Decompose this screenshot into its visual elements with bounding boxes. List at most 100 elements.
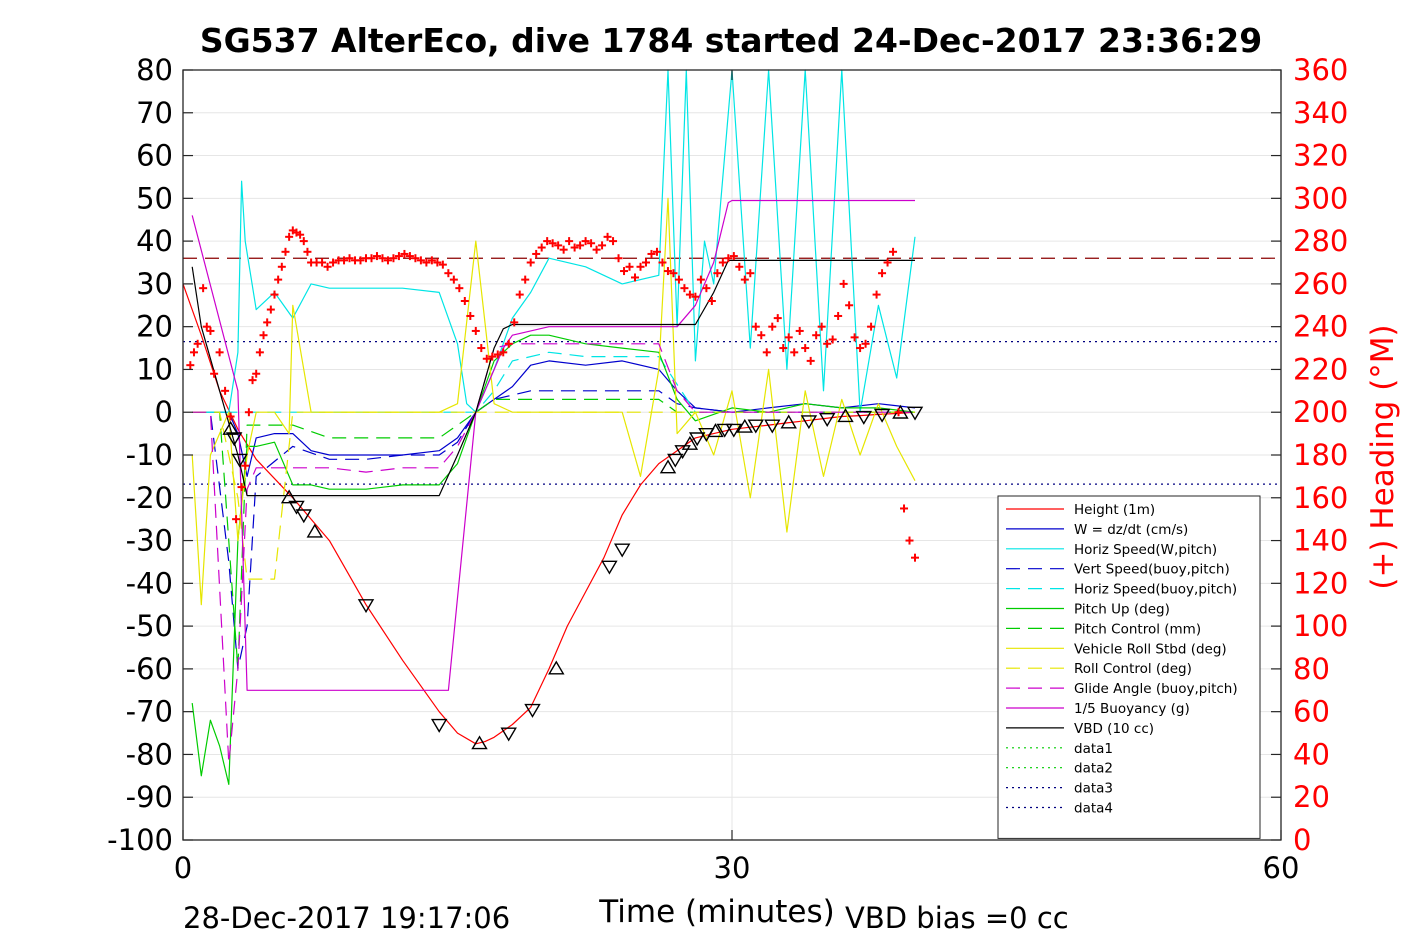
heading-point	[400, 249, 409, 258]
heading-point	[905, 536, 914, 545]
legend-label: Pitch Control (mm)	[1074, 621, 1201, 637]
y-tick-label: 10	[136, 352, 173, 386]
y2-tick-label: 120	[1293, 566, 1348, 600]
heading-point	[285, 232, 294, 241]
heading-point	[477, 344, 486, 353]
heading-point	[493, 350, 502, 359]
heading-point	[614, 254, 623, 263]
heading-point	[241, 461, 250, 470]
heading-point	[784, 333, 793, 342]
y-tick-label: -60	[126, 652, 173, 686]
heading-point	[647, 249, 656, 258]
height-marker	[818, 413, 836, 427]
y-tick-label: -80	[126, 737, 173, 771]
heading-point	[878, 269, 887, 278]
heading-point	[790, 348, 799, 357]
y-tick-label: 80	[136, 53, 173, 87]
y2-tick-label: 320	[1293, 139, 1348, 173]
heading-point	[471, 326, 480, 335]
heading-point	[252, 369, 261, 378]
heading-point	[189, 348, 198, 357]
heading-point	[598, 241, 607, 250]
heading-point	[735, 262, 744, 271]
heading-point	[532, 249, 541, 258]
heading-point	[751, 322, 760, 331]
heading-point	[581, 237, 590, 246]
heading-point	[221, 386, 230, 395]
heading-point	[433, 258, 442, 267]
chart-title: SG537 AlterEco, dive 1784 started 24-Dec…	[200, 21, 1262, 60]
height-marker	[306, 523, 324, 538]
heading-point	[244, 408, 253, 417]
heading-point	[911, 553, 919, 562]
y-tick-label: -50	[126, 609, 173, 643]
heading-point	[570, 243, 579, 252]
y2-tick-label: 280	[1293, 224, 1348, 258]
heading-point	[620, 267, 629, 276]
series-line-6	[192, 398, 915, 670]
heading-point	[691, 292, 700, 301]
heading-point	[872, 290, 881, 299]
heading-point	[488, 352, 497, 361]
y2-tick-label: 20	[1293, 780, 1330, 814]
heading-point	[378, 254, 387, 263]
heading-point	[856, 344, 865, 353]
legend-label: 1/5 Buoyancy (g)	[1074, 701, 1190, 717]
heading-point	[565, 237, 574, 246]
y2-tick-label: 360	[1293, 53, 1348, 87]
series-line-4	[201, 351, 915, 413]
heading-point	[812, 331, 821, 340]
y2-tick-label: 60	[1293, 695, 1330, 729]
heading-point	[526, 258, 535, 267]
y2-tick-label: 200	[1293, 395, 1348, 429]
legend-label: VBD (10 cc)	[1074, 721, 1154, 737]
heading-point	[215, 348, 224, 357]
heading-point	[296, 230, 305, 239]
heading-point	[702, 284, 711, 293]
legend-label: Glide Angle (buoy,pitch)	[1074, 681, 1238, 697]
heading-point	[193, 339, 202, 348]
legend-label: W = dz/dt (cm/s)	[1074, 522, 1188, 538]
heading-point	[329, 258, 338, 267]
heading-point	[405, 252, 414, 261]
height-marker	[222, 420, 239, 435]
height-marker	[780, 414, 797, 429]
heading-point	[389, 254, 398, 263]
y-tick-label: -30	[126, 524, 173, 558]
heading-point	[773, 314, 782, 323]
y-tick-label: 50	[136, 181, 173, 215]
heading-point	[263, 318, 272, 327]
heading-point	[625, 262, 634, 271]
heading-layer	[186, 226, 919, 562]
heading-point	[345, 254, 354, 263]
height-marker	[357, 599, 375, 614]
heading-point	[652, 247, 661, 256]
heading-point	[762, 348, 771, 357]
heading-point	[482, 354, 491, 363]
heading-point	[845, 301, 854, 310]
footer-timestamp: 28-Dec-2017 19:17:06	[183, 901, 510, 935]
heading-point	[537, 243, 546, 252]
legend-label: data1	[1074, 741, 1113, 757]
heading-point	[823, 339, 832, 348]
heading-point	[795, 326, 804, 335]
heading-point	[232, 515, 241, 524]
height-marker	[837, 408, 854, 423]
heading-point	[466, 311, 475, 320]
legend-label: data3	[1074, 781, 1113, 797]
heading-point	[554, 241, 563, 250]
height-marker	[800, 415, 818, 430]
y2-tick-label: 80	[1293, 652, 1330, 686]
heading-point	[394, 252, 403, 261]
y-tick-label: 40	[136, 224, 173, 258]
legend-label: Height (1m)	[1074, 502, 1155, 518]
legend-label: Roll Control (deg)	[1074, 661, 1192, 677]
legend-label: Pitch Up (deg)	[1074, 602, 1170, 618]
heading-point	[504, 339, 513, 348]
heading-point	[340, 256, 349, 265]
y2-tick-label: 300	[1293, 181, 1348, 215]
heading-point	[356, 256, 365, 265]
heading-point	[576, 241, 585, 250]
heading-point	[367, 254, 376, 263]
legend-box	[997, 495, 1261, 839]
